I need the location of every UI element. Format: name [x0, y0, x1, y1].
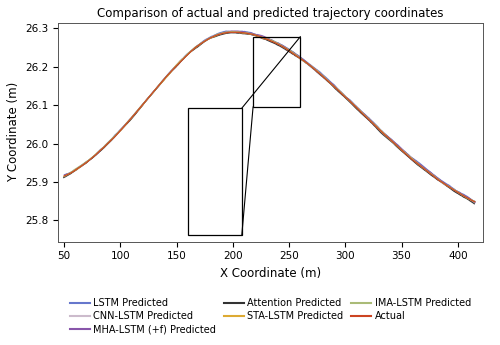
- Bar: [188, 108, 242, 235]
- X-axis label: X Coordinate (m): X Coordinate (m): [220, 267, 321, 280]
- Y-axis label: Y Coordinate (m): Y Coordinate (m): [7, 82, 20, 182]
- Bar: [253, 37, 300, 107]
- Title: Comparison of actual and predicted trajectory coordinates: Comparison of actual and predicted traje…: [97, 7, 444, 20]
- Legend: LSTM Predicted, CNN-LSTM Predicted, MHA-LSTM (+f) Predicted, Attention Predicted: LSTM Predicted, CNN-LSTM Predicted, MHA-…: [66, 295, 475, 338]
